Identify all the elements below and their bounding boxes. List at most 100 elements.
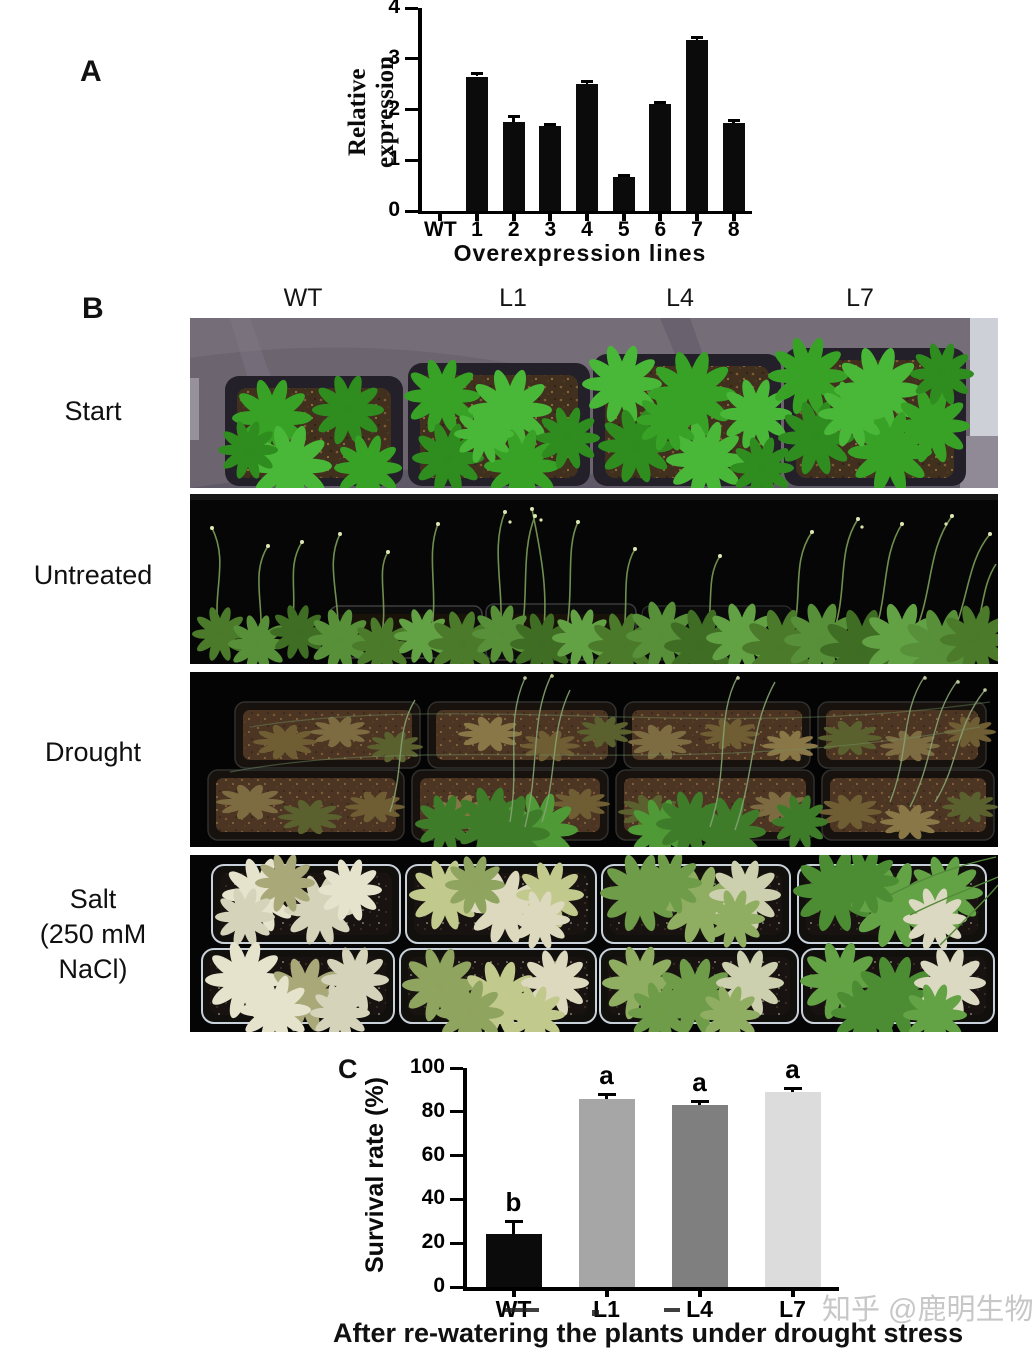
row-label-start: Start xyxy=(64,396,122,426)
row-label-untreated: Untreated xyxy=(33,560,153,590)
bar xyxy=(539,125,562,211)
column-label-wt: WT xyxy=(283,284,323,312)
chart-a-x-axis-title: Overexpression lines xyxy=(453,240,707,266)
xlab: 3 xyxy=(544,218,557,241)
whisk xyxy=(512,1221,515,1235)
ylab: 60 xyxy=(421,1142,445,1166)
cropped-text-fragment xyxy=(505,1308,539,1312)
ylab: 1 xyxy=(388,147,400,171)
cap xyxy=(617,173,630,177)
cropped-text-fragment xyxy=(664,1308,680,1312)
chart-c-y-axis-label: Survival rate (%) xyxy=(361,1077,389,1273)
xlab: WT xyxy=(424,218,457,241)
bar xyxy=(671,1105,728,1287)
cap xyxy=(727,119,740,123)
bar xyxy=(764,1092,821,1287)
xtick xyxy=(511,211,516,221)
ytick xyxy=(405,57,418,61)
bar xyxy=(722,123,745,211)
ytick xyxy=(450,1154,463,1158)
ytick xyxy=(450,1110,463,1114)
column-label-l7: L7 xyxy=(846,284,874,312)
bar xyxy=(466,76,488,211)
ylab: 20 xyxy=(421,1230,445,1254)
ylab: 2 xyxy=(388,96,400,120)
bar xyxy=(612,176,635,211)
chart-a-plot-area: 0 1 2 3 4 WT 1 2 3 4 5 6 7 8 xyxy=(388,0,752,241)
bar xyxy=(485,1234,542,1287)
watermark: 知乎 @鹿明生物 xyxy=(822,1294,1034,1326)
chart-c-plot-area: 0 20 40 60 80 100 WT b L1 a L4 a L7 a xyxy=(410,1054,839,1322)
xtick xyxy=(697,1287,702,1297)
bar xyxy=(578,1098,635,1287)
bar xyxy=(686,39,708,211)
ytick xyxy=(450,1197,463,1201)
xtick xyxy=(585,211,589,221)
column-label-l4: L4 xyxy=(666,284,694,312)
xlab: 8 xyxy=(727,218,740,241)
sig: b xyxy=(505,1187,522,1218)
xtick xyxy=(604,1287,609,1297)
cap xyxy=(507,115,520,119)
ytick xyxy=(450,1066,463,1070)
bar xyxy=(502,122,525,211)
ylab: 40 xyxy=(421,1186,445,1210)
ylab: 3 xyxy=(388,45,400,69)
figure-caption: After re-watering the plants under droug… xyxy=(333,1318,964,1348)
whisk xyxy=(791,1087,794,1093)
panel-a-label: A xyxy=(80,55,102,88)
xlab: 7 xyxy=(691,218,703,241)
bar xyxy=(649,104,672,211)
genotype-column-headers: WT L1 L4 L7 xyxy=(190,284,998,314)
photo-start xyxy=(190,318,998,488)
row-label-salt: Salt (250 mM NaCl) xyxy=(39,884,147,984)
whisk xyxy=(605,1094,608,1099)
xlab: L7 xyxy=(779,1296,806,1322)
whisk xyxy=(512,116,515,123)
sig: a xyxy=(785,1053,800,1084)
cap xyxy=(471,72,483,76)
xtick xyxy=(731,211,736,221)
ylab: 4 xyxy=(388,0,400,18)
xlab: 1 xyxy=(471,218,483,241)
xtick xyxy=(621,211,626,221)
xlab: 2 xyxy=(507,218,520,241)
cap xyxy=(581,79,593,83)
ytick xyxy=(405,6,418,10)
ylab: 100 xyxy=(409,1055,445,1078)
cap xyxy=(691,36,703,40)
expression-bar-chart: Relative expression 0 1 2 3 4 WT 1 2 3 4 5 6 7 8 Over… xyxy=(340,0,780,269)
xtick xyxy=(790,1287,795,1297)
xlab: 5 xyxy=(617,218,630,241)
survival-bar-chart: Survival rate (%) 0 20 40 60 80 100 WT b L1 a L4 a L… xyxy=(335,1050,880,1350)
cap xyxy=(654,100,667,104)
photo-drought xyxy=(190,672,998,847)
ylab: 0 xyxy=(433,1274,445,1297)
ytick xyxy=(405,108,418,111)
ytick xyxy=(405,158,418,162)
photo-salt xyxy=(190,855,998,1032)
ytick xyxy=(450,1241,463,1245)
xtick xyxy=(548,211,553,221)
bar xyxy=(576,84,598,211)
xtick xyxy=(438,211,443,221)
xtick xyxy=(658,211,663,221)
cropped-text-fragment xyxy=(592,1310,599,1316)
ylab: 80 xyxy=(421,1098,445,1122)
cap xyxy=(597,1093,616,1097)
cap xyxy=(504,1220,523,1224)
cap xyxy=(544,123,557,127)
panel-b-label: B xyxy=(82,292,104,325)
ytick xyxy=(405,209,418,213)
photo-untreated xyxy=(190,494,998,664)
ytick xyxy=(450,1285,463,1289)
xlab: L4 xyxy=(686,1296,713,1322)
row-label-drought: Drought xyxy=(44,737,142,767)
xlab: 4 xyxy=(581,218,593,241)
cap xyxy=(783,1086,802,1090)
xtick xyxy=(695,211,699,221)
cap xyxy=(690,1099,709,1103)
xlab: 6 xyxy=(654,218,667,241)
xtick xyxy=(475,211,479,221)
